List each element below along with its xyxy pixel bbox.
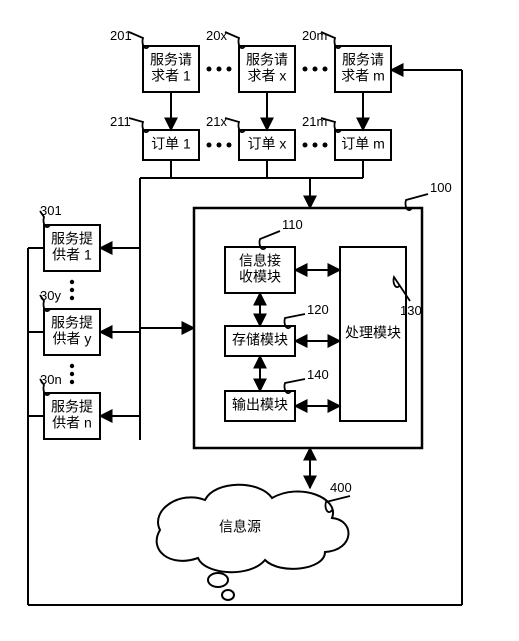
box-label-prov1: 供者 1 <box>52 247 92 263</box>
svg-text:110: 110 <box>282 217 303 232</box>
svg-text:21m: 21m <box>302 114 327 129</box>
box-label-recv: 信息接 <box>239 253 281 269</box>
box-label-provn: 服务提 <box>51 399 93 415</box>
svg-text:301: 301 <box>40 203 62 218</box>
box-label-prov1: 服务提 <box>51 231 93 247</box>
svg-text:100: 100 <box>430 180 452 195</box>
svg-text:400: 400 <box>330 480 352 495</box>
svg-text:120: 120 <box>307 302 329 317</box>
box-label-provy: 供者 y <box>53 331 92 347</box>
svg-text:130: 130 <box>400 303 422 318</box>
svg-text:140: 140 <box>307 367 329 382</box>
svg-text:20x: 20x <box>206 28 227 43</box>
box-label-reqx: 求者 x <box>248 68 287 84</box>
box-label-store: 存储模块 <box>232 332 288 348</box>
box-label-ordm: 订单 m <box>341 136 385 152</box>
svg-text:30n: 30n <box>40 372 62 387</box>
box-label-reqm: 求者 m <box>341 68 385 84</box>
box-label-proc: 处理模块 <box>345 325 401 341</box>
svg-text:201: 201 <box>110 28 132 43</box>
box-label-out: 输出模块 <box>232 397 288 413</box>
box-label-provy: 服务提 <box>51 315 93 331</box>
box-label-provn: 供者 n <box>52 415 92 431</box>
box-label-recv: 收模块 <box>239 269 281 285</box>
svg-text:20m: 20m <box>302 28 327 43</box>
box-label-reqm: 服务请 <box>342 52 384 68</box>
box-label-ordx: 订单 x <box>248 136 287 152</box>
svg-text:30y: 30y <box>40 288 61 303</box>
box-label-req1: 服务请 <box>150 52 192 68</box>
diagram-canvas: 服务请求者 1服务请求者 x服务请求者 m20120x20m订单 1订单 x订单… <box>10 10 519 631</box>
svg-text:21x: 21x <box>206 114 227 129</box>
box-label-req1: 求者 1 <box>151 68 191 84</box>
box-label-ord1: 订单 1 <box>151 136 191 152</box>
svg-text:211: 211 <box>110 114 131 129</box>
box-label-reqx: 服务请 <box>246 52 288 68</box>
cloud-label: 信息源 <box>219 519 261 535</box>
